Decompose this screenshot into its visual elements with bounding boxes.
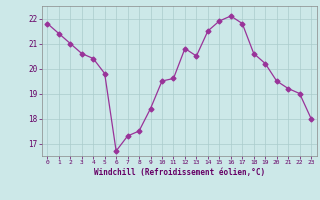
- X-axis label: Windchill (Refroidissement éolien,°C): Windchill (Refroidissement éolien,°C): [94, 168, 265, 177]
